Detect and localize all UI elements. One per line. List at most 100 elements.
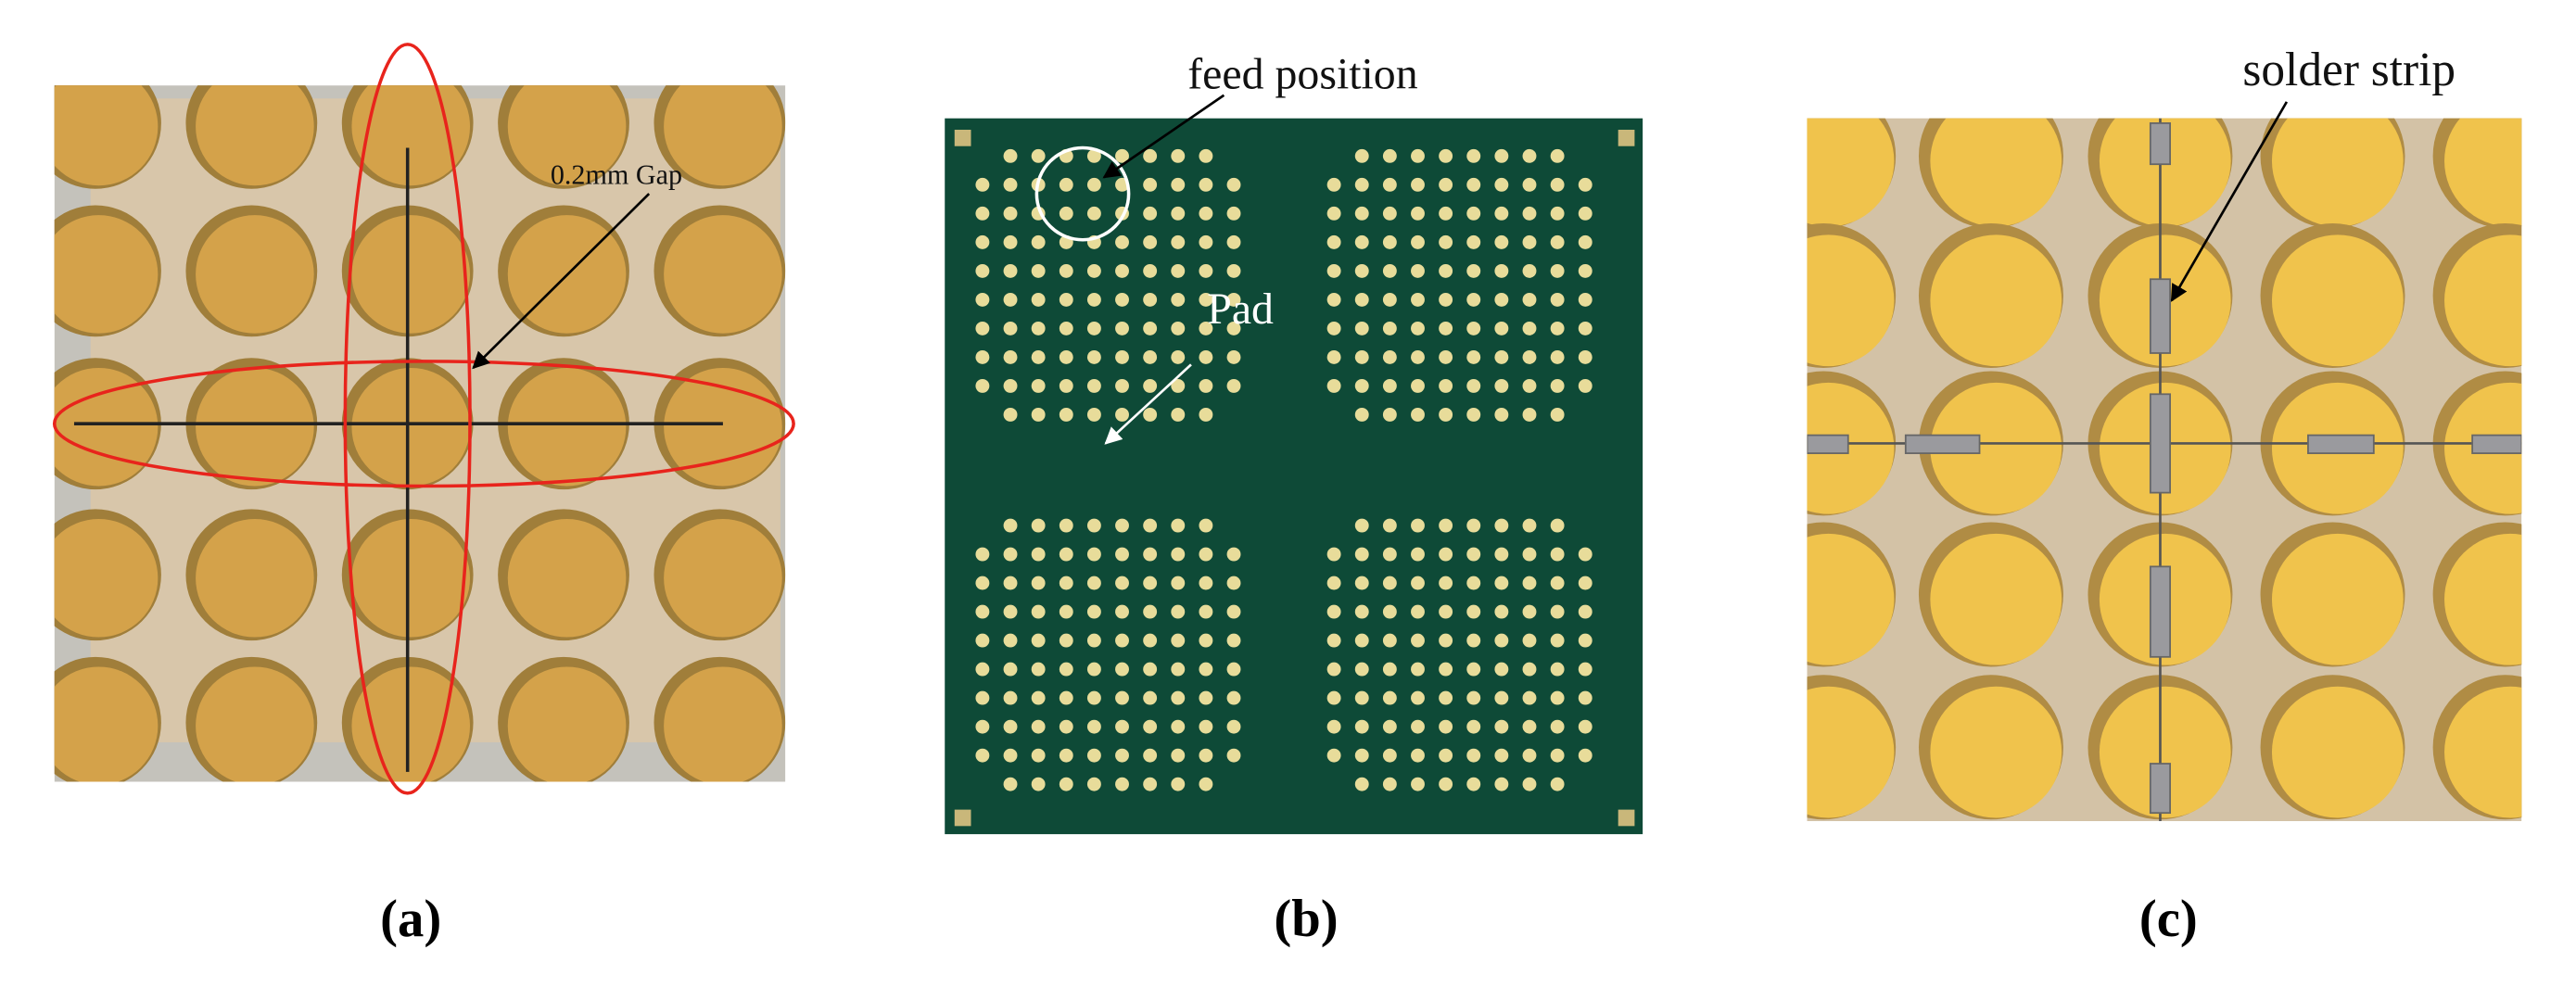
pad (1382, 662, 1397, 677)
pad (1059, 321, 1073, 335)
pad (1411, 148, 1425, 163)
pad (1411, 349, 1425, 364)
pad (1382, 292, 1397, 307)
pad (1382, 407, 1397, 422)
pad (1143, 292, 1158, 307)
pad (1522, 407, 1537, 422)
cavity (196, 518, 314, 638)
pad (1466, 206, 1481, 221)
pad (1115, 349, 1129, 364)
pad (1522, 234, 1537, 249)
pad (1326, 378, 1341, 393)
pad (1382, 604, 1397, 619)
pad (1382, 576, 1397, 590)
pad (1086, 633, 1101, 648)
pad (1411, 719, 1425, 734)
pad (1550, 748, 1565, 763)
pad (1226, 321, 1241, 335)
pad (1059, 263, 1073, 278)
cavity (1807, 118, 1895, 227)
pad (1326, 263, 1341, 278)
pad (1439, 378, 1453, 393)
pad (1171, 662, 1186, 677)
pad (1086, 748, 1101, 763)
pad (1143, 148, 1158, 163)
pad (1199, 518, 1213, 533)
pad (1003, 777, 1018, 791)
pad (1354, 234, 1369, 249)
pad (1466, 177, 1481, 192)
pad (1411, 547, 1425, 562)
pad (1115, 263, 1129, 278)
arrow (2170, 101, 2289, 302)
solder-strip (2149, 122, 2171, 166)
pad (975, 547, 990, 562)
pad (975, 576, 990, 590)
pad (1522, 148, 1537, 163)
pad (1382, 234, 1397, 249)
cavity (1807, 533, 1895, 665)
pad (1326, 547, 1341, 562)
cavity (507, 367, 627, 487)
pad (1086, 177, 1101, 192)
pad (1439, 407, 1453, 422)
pad (1466, 719, 1481, 734)
pad (1226, 662, 1241, 677)
pad (1199, 719, 1213, 734)
pad (1494, 378, 1509, 393)
pad (1031, 690, 1046, 705)
pad (1439, 719, 1453, 734)
pad (1439, 206, 1453, 221)
pad (1439, 547, 1453, 562)
pad (1550, 349, 1565, 364)
pad (1550, 148, 1565, 163)
pad (1226, 234, 1241, 249)
pad (1171, 748, 1186, 763)
pad (1522, 263, 1537, 278)
cavity (2444, 234, 2522, 367)
cavity (2099, 686, 2231, 818)
pad (1171, 177, 1186, 192)
pad (1031, 518, 1046, 533)
pad (1031, 349, 1046, 364)
pad (1354, 321, 1369, 335)
cavity (196, 215, 314, 334)
pad (1326, 177, 1341, 192)
pad (1171, 690, 1186, 705)
pad (1466, 148, 1481, 163)
pad (1143, 690, 1158, 705)
pad (1354, 690, 1369, 705)
pad (1411, 633, 1425, 648)
solder-strip (2307, 434, 2375, 454)
pad (1354, 633, 1369, 648)
feed-circle (1034, 146, 1131, 242)
pad (975, 177, 990, 192)
pad (1382, 690, 1397, 705)
pad (1059, 633, 1073, 648)
pad (1086, 206, 1101, 221)
cavity (54, 215, 159, 334)
pad (1086, 777, 1101, 791)
pad (1550, 777, 1565, 791)
pad (1522, 518, 1537, 533)
annotation: 0.2mm Gap (551, 158, 682, 190)
pad (1439, 633, 1453, 648)
pad (1522, 206, 1537, 221)
pad (1199, 206, 1213, 221)
pad (1115, 748, 1129, 763)
caption: (b) (1274, 890, 1338, 948)
pad (1199, 777, 1213, 791)
pad (1382, 777, 1397, 791)
pad (1578, 378, 1593, 393)
pad (1171, 407, 1186, 422)
pad (1199, 292, 1213, 307)
pad (1143, 576, 1158, 590)
pad (1550, 662, 1565, 677)
pad (1199, 177, 1213, 192)
pad (1326, 604, 1341, 619)
pad (1031, 263, 1046, 278)
pad (975, 633, 990, 648)
caption: (c) (2139, 890, 2198, 948)
pad (1411, 604, 1425, 619)
pad (1382, 719, 1397, 734)
